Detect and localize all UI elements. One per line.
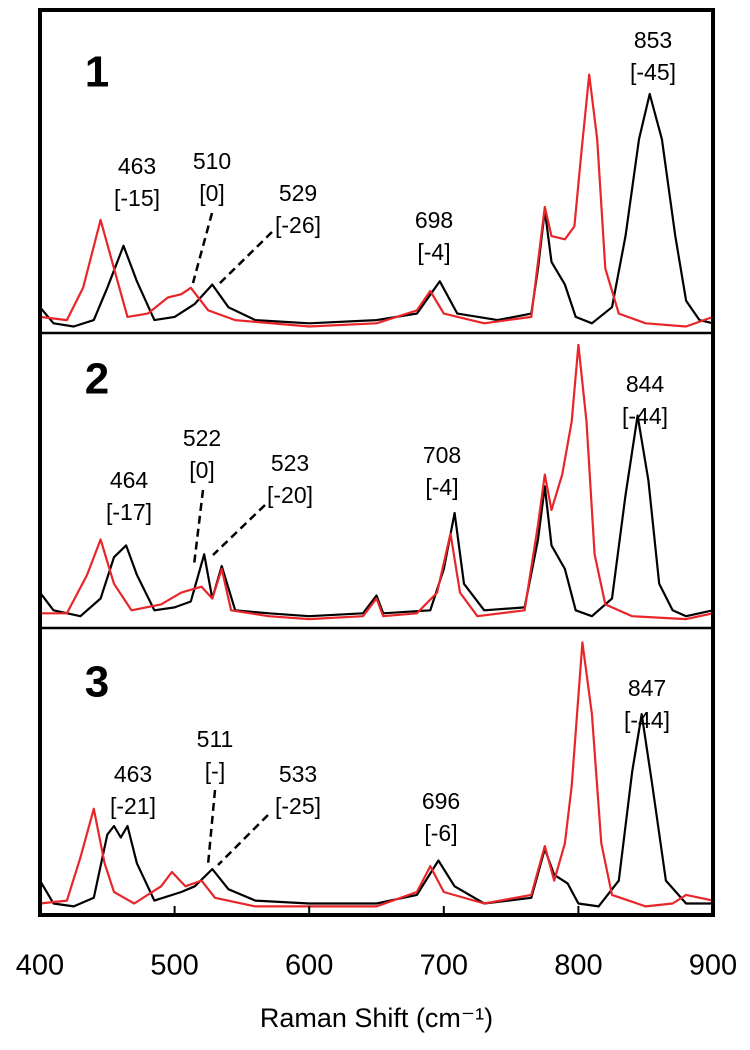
x-tick-label: 500: [150, 950, 198, 982]
leader-line: [206, 789, 217, 866]
peak-label: [0]: [189, 457, 215, 483]
peak-label: 511: [197, 726, 234, 752]
spectrum-line: [39, 73, 714, 328]
peak-label: 533: [279, 761, 317, 787]
panel-number: 1: [85, 48, 109, 97]
spectrum-line: [39, 92, 714, 328]
peak-label: 510: [193, 148, 231, 174]
peak-label: [0]: [199, 180, 225, 206]
x-tick-label: 800: [554, 950, 602, 982]
peak-label: 853: [634, 27, 672, 53]
peak-label: [-45]: [630, 59, 676, 85]
peak-label: 696: [422, 788, 460, 814]
peak-label: [-4]: [417, 239, 450, 265]
peak-label: [-15]: [114, 185, 160, 211]
spectrum-line: [39, 414, 714, 618]
peak-label: [-44]: [622, 403, 668, 429]
peak-label: [-17]: [106, 499, 152, 525]
x-tick-label: 600: [285, 950, 333, 982]
leader-line: [192, 489, 205, 566]
peak-label: 464: [110, 467, 149, 493]
panel-number: 3: [85, 658, 109, 707]
peak-label: 529: [279, 180, 317, 206]
leader-line: [212, 504, 266, 556]
peak-label: 522: [183, 425, 221, 451]
x-tick-label: 700: [420, 950, 468, 982]
x-axis-label: Raman Shift (cm⁻¹): [260, 1003, 493, 1033]
spectrum-line: [39, 641, 714, 908]
spectrum-line: [40, 343, 714, 621]
peak-label: 847: [628, 675, 666, 701]
leader-line: [191, 212, 214, 284]
peak-label: 463: [118, 153, 156, 179]
peak-label: [-6]: [424, 820, 457, 846]
x-tick-label: 400: [16, 950, 64, 982]
plot-frame: [38, 8, 715, 917]
peak-label: [-4]: [425, 474, 458, 500]
peak-label: [-20]: [267, 482, 313, 508]
peak-label: 708: [423, 442, 461, 468]
leader-line: [217, 231, 273, 286]
peak-label: [-26]: [275, 212, 321, 238]
peak-label: [-21]: [110, 793, 156, 819]
peak-label: 844: [626, 371, 665, 397]
peak-label: [-25]: [275, 793, 321, 819]
peak-label: [-44]: [624, 707, 670, 733]
peak-label: 463: [114, 761, 152, 787]
peak-label: 523: [271, 450, 309, 476]
panel-number: 2: [85, 355, 109, 404]
peak-label: [-]: [205, 758, 225, 784]
peak-label: 698: [415, 207, 453, 233]
leader-line: [217, 814, 269, 866]
x-tick-label: 900: [689, 950, 737, 982]
